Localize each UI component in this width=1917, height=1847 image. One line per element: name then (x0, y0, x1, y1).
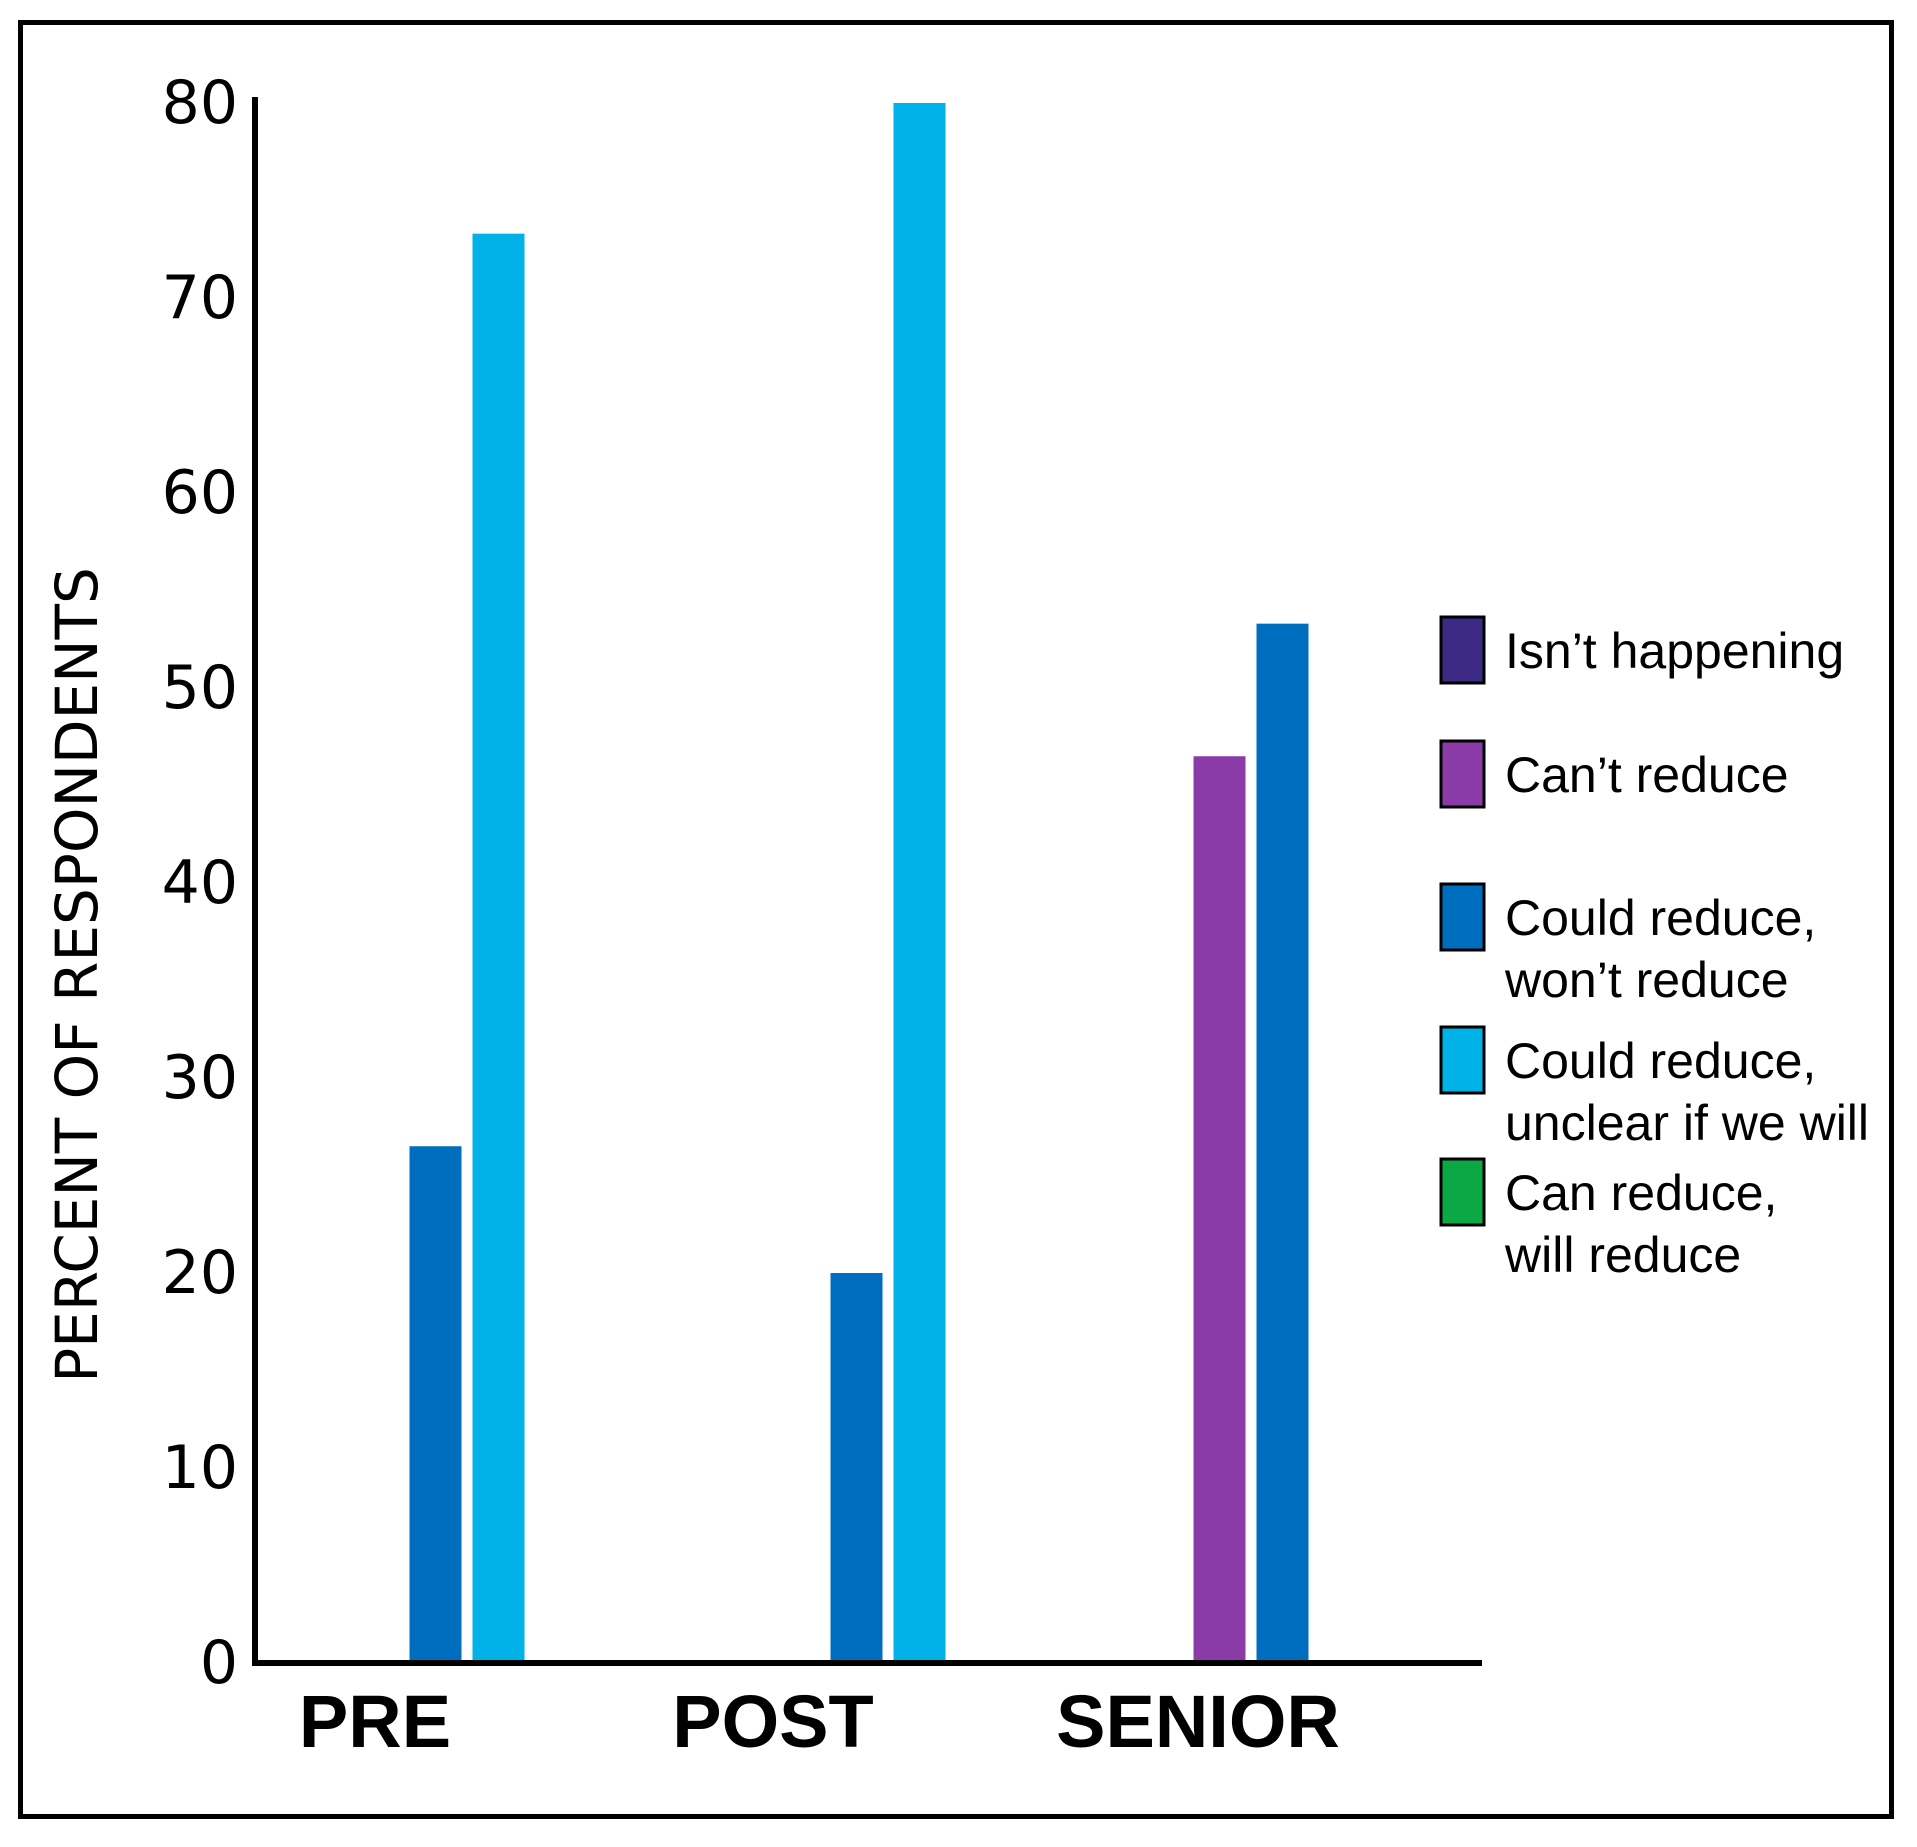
bar-senior-series-2 (1256, 623, 1309, 1660)
legend-label: Isn’t happening (1505, 623, 1844, 679)
bar-senior-series-1 (1193, 756, 1246, 1660)
y-tick-label: 60 (162, 458, 238, 528)
y-tick-label: 80 (162, 68, 238, 138)
legend-swatch (1439, 882, 1486, 952)
axes (252, 97, 1482, 1666)
legend-label: Can’t reduce (1505, 747, 1789, 803)
legend-label: will reduce (1504, 1227, 1741, 1283)
legend-swatch (1439, 1157, 1486, 1227)
y-tick-label: 50 (162, 653, 238, 723)
bar-post-series-2 (830, 1273, 883, 1660)
y-tick-label: 20 (162, 1238, 238, 1308)
legend: Isn’t happening Can’t reduce Could reduce,… (1439, 615, 1869, 1283)
category-labels: PRE POST SENIOR (299, 1680, 1340, 1763)
y-tick-label: 10 (162, 1433, 238, 1503)
chart-frame (18, 20, 1894, 1819)
x-category-label: SENIOR (1056, 1680, 1340, 1763)
x-category-label: PRE (299, 1680, 451, 1763)
legend-label: unclear if we will (1505, 1095, 1869, 1151)
legend-swatch (1439, 739, 1486, 809)
legend-label: Could reduce, (1505, 890, 1816, 946)
legend-label: Can reduce, (1505, 1165, 1777, 1221)
bars (409, 103, 1309, 1660)
y-tick-label: 30 (162, 1043, 238, 1113)
legend-label: Could reduce, (1505, 1033, 1816, 1089)
x-category-label: POST (672, 1680, 873, 1763)
legend-swatch (1439, 615, 1486, 685)
legend-swatch (1439, 1025, 1486, 1095)
y-ticks: 0 10 20 30 40 50 60 70 80 (162, 68, 238, 1698)
bar-pre-series-2 (409, 1146, 462, 1660)
y-tick-label: 70 (162, 263, 238, 333)
bar-post-series-3 (893, 103, 946, 1660)
y-tick-label: 0 (200, 1628, 238, 1698)
y-axis-label: PERCENT OF RESPONDENTS (43, 567, 111, 1383)
y-tick-label: 40 (162, 848, 238, 918)
legend-label: won’t reduce (1504, 952, 1789, 1008)
bar-pre-series-3 (472, 233, 525, 1660)
